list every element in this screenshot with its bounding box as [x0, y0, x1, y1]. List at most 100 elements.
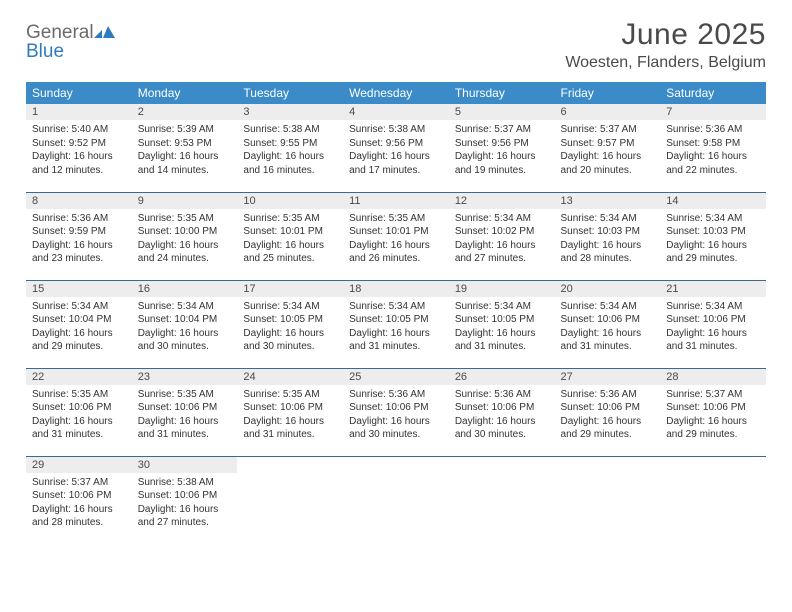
day-number: 23 — [132, 369, 238, 385]
day-number: 15 — [26, 281, 132, 297]
day-details: Sunrise: 5:34 AMSunset: 10:05 PMDaylight… — [237, 297, 343, 358]
calendar-cell: 4Sunrise: 5:38 AMSunset: 9:56 PMDaylight… — [343, 104, 449, 192]
day-details: Sunrise: 5:35 AMSunset: 10:00 PMDaylight… — [132, 209, 238, 270]
day-number: 20 — [555, 281, 661, 297]
calendar-cell: 28Sunrise: 5:37 AMSunset: 10:06 PMDaylig… — [660, 368, 766, 456]
calendar-cell: 16Sunrise: 5:34 AMSunset: 10:04 PMDaylig… — [132, 280, 238, 368]
day-number: 27 — [555, 369, 661, 385]
day-number: 10 — [237, 193, 343, 209]
day-details: Sunrise: 5:34 AMSunset: 10:04 PMDaylight… — [132, 297, 238, 358]
calendar-cell: 26Sunrise: 5:36 AMSunset: 10:06 PMDaylig… — [449, 368, 555, 456]
calendar-cell: 7Sunrise: 5:36 AMSunset: 9:58 PMDaylight… — [660, 104, 766, 192]
day-details: Sunrise: 5:38 AMSunset: 9:55 PMDaylight:… — [237, 120, 343, 181]
day-number: 8 — [26, 193, 132, 209]
day-details: Sunrise: 5:35 AMSunset: 10:01 PMDaylight… — [343, 209, 449, 270]
calendar-cell: 19Sunrise: 5:34 AMSunset: 10:05 PMDaylig… — [449, 280, 555, 368]
brand-general: General — [26, 22, 94, 43]
calendar-cell: 2Sunrise: 5:39 AMSunset: 9:53 PMDaylight… — [132, 104, 238, 192]
calendar-row: 1Sunrise: 5:40 AMSunset: 9:52 PMDaylight… — [26, 104, 766, 192]
day-details: Sunrise: 5:34 AMSunset: 10:03 PMDaylight… — [660, 209, 766, 270]
calendar-cell: 20Sunrise: 5:34 AMSunset: 10:06 PMDaylig… — [555, 280, 661, 368]
day-details: Sunrise: 5:37 AMSunset: 10:06 PMDaylight… — [26, 473, 132, 534]
day-details: Sunrise: 5:34 AMSunset: 10:05 PMDaylight… — [343, 297, 449, 358]
day-number: 11 — [343, 193, 449, 209]
day-details: Sunrise: 5:35 AMSunset: 10:06 PMDaylight… — [26, 385, 132, 446]
day-number: 21 — [660, 281, 766, 297]
calendar-cell: 25Sunrise: 5:36 AMSunset: 10:06 PMDaylig… — [343, 368, 449, 456]
day-details: Sunrise: 5:35 AMSunset: 10:06 PMDaylight… — [132, 385, 238, 446]
day-number: 22 — [26, 369, 132, 385]
weekday-header: Friday — [555, 82, 661, 104]
day-details: Sunrise: 5:36 AMSunset: 9:59 PMDaylight:… — [26, 209, 132, 270]
day-number: 7 — [660, 104, 766, 120]
calendar-cell: 5Sunrise: 5:37 AMSunset: 9:56 PMDaylight… — [449, 104, 555, 192]
calendar-row: 22Sunrise: 5:35 AMSunset: 10:06 PMDaylig… — [26, 368, 766, 456]
day-number: 25 — [343, 369, 449, 385]
day-details: Sunrise: 5:36 AMSunset: 10:06 PMDaylight… — [449, 385, 555, 446]
weekday-header-row: Sunday Monday Tuesday Wednesday Thursday… — [26, 82, 766, 104]
calendar-cell: 1Sunrise: 5:40 AMSunset: 9:52 PMDaylight… — [26, 104, 132, 192]
day-details: Sunrise: 5:34 AMSunset: 10:04 PMDaylight… — [26, 297, 132, 358]
day-details: Sunrise: 5:34 AMSunset: 10:02 PMDaylight… — [449, 209, 555, 270]
calendar-cell — [449, 456, 555, 544]
day-number: 26 — [449, 369, 555, 385]
calendar-cell: 22Sunrise: 5:35 AMSunset: 10:06 PMDaylig… — [26, 368, 132, 456]
calendar-cell: 6Sunrise: 5:37 AMSunset: 9:57 PMDaylight… — [555, 104, 661, 192]
calendar-cell: 23Sunrise: 5:35 AMSunset: 10:06 PMDaylig… — [132, 368, 238, 456]
calendar-cell: 29Sunrise: 5:37 AMSunset: 10:06 PMDaylig… — [26, 456, 132, 544]
brand-logo: General Blue — [26, 18, 116, 61]
day-details: Sunrise: 5:37 AMSunset: 9:56 PMDaylight:… — [449, 120, 555, 181]
day-number: 13 — [555, 193, 661, 209]
calendar-cell: 21Sunrise: 5:34 AMSunset: 10:06 PMDaylig… — [660, 280, 766, 368]
calendar-cell: 10Sunrise: 5:35 AMSunset: 10:01 PMDaylig… — [237, 192, 343, 280]
calendar-cell: 11Sunrise: 5:35 AMSunset: 10:01 PMDaylig… — [343, 192, 449, 280]
day-number: 5 — [449, 104, 555, 120]
day-number: 12 — [449, 193, 555, 209]
calendar-cell: 18Sunrise: 5:34 AMSunset: 10:05 PMDaylig… — [343, 280, 449, 368]
day-details: Sunrise: 5:36 AMSunset: 10:06 PMDaylight… — [555, 385, 661, 446]
day-details: Sunrise: 5:37 AMSunset: 9:57 PMDaylight:… — [555, 120, 661, 181]
location-text: Woesten, Flanders, Belgium — [565, 54, 766, 72]
header: General Blue June 2025 Woesten, Flanders… — [26, 18, 766, 72]
day-details: Sunrise: 5:34 AMSunset: 10:06 PMDaylight… — [660, 297, 766, 358]
day-details: Sunrise: 5:38 AMSunset: 10:06 PMDaylight… — [132, 473, 238, 534]
calendar-cell: 17Sunrise: 5:34 AMSunset: 10:05 PMDaylig… — [237, 280, 343, 368]
calendar-cell — [555, 456, 661, 544]
weekday-header: Monday — [132, 82, 238, 104]
weekday-header: Saturday — [660, 82, 766, 104]
day-details: Sunrise: 5:40 AMSunset: 9:52 PMDaylight:… — [26, 120, 132, 181]
calendar-row: 15Sunrise: 5:34 AMSunset: 10:04 PMDaylig… — [26, 280, 766, 368]
weekday-header: Wednesday — [343, 82, 449, 104]
calendar-table: Sunday Monday Tuesday Wednesday Thursday… — [26, 82, 766, 544]
day-number: 17 — [237, 281, 343, 297]
day-number: 29 — [26, 457, 132, 473]
calendar-cell: 24Sunrise: 5:35 AMSunset: 10:06 PMDaylig… — [237, 368, 343, 456]
day-details: Sunrise: 5:36 AMSunset: 9:58 PMDaylight:… — [660, 120, 766, 181]
weekday-header: Thursday — [449, 82, 555, 104]
day-details: Sunrise: 5:35 AMSunset: 10:01 PMDaylight… — [237, 209, 343, 270]
calendar-cell — [237, 456, 343, 544]
brand-text: General Blue — [26, 24, 116, 61]
calendar-cell — [660, 456, 766, 544]
day-number: 1 — [26, 104, 132, 120]
brand-mark-icon — [94, 24, 116, 43]
calendar-cell: 15Sunrise: 5:34 AMSunset: 10:04 PMDaylig… — [26, 280, 132, 368]
day-number: 28 — [660, 369, 766, 385]
calendar-cell — [343, 456, 449, 544]
calendar-row: 29Sunrise: 5:37 AMSunset: 10:06 PMDaylig… — [26, 456, 766, 544]
day-number: 4 — [343, 104, 449, 120]
day-number: 24 — [237, 369, 343, 385]
day-number: 19 — [449, 281, 555, 297]
calendar-cell: 9Sunrise: 5:35 AMSunset: 10:00 PMDayligh… — [132, 192, 238, 280]
day-number: 3 — [237, 104, 343, 120]
calendar-cell: 30Sunrise: 5:38 AMSunset: 10:06 PMDaylig… — [132, 456, 238, 544]
calendar-cell: 12Sunrise: 5:34 AMSunset: 10:02 PMDaylig… — [449, 192, 555, 280]
calendar-cell: 3Sunrise: 5:38 AMSunset: 9:55 PMDaylight… — [237, 104, 343, 192]
day-number: 14 — [660, 193, 766, 209]
calendar-cell: 14Sunrise: 5:34 AMSunset: 10:03 PMDaylig… — [660, 192, 766, 280]
calendar-cell: 8Sunrise: 5:36 AMSunset: 9:59 PMDaylight… — [26, 192, 132, 280]
day-details: Sunrise: 5:37 AMSunset: 10:06 PMDaylight… — [660, 385, 766, 446]
day-details: Sunrise: 5:34 AMSunset: 10:05 PMDaylight… — [449, 297, 555, 358]
day-number: 16 — [132, 281, 238, 297]
calendar-cell: 27Sunrise: 5:36 AMSunset: 10:06 PMDaylig… — [555, 368, 661, 456]
